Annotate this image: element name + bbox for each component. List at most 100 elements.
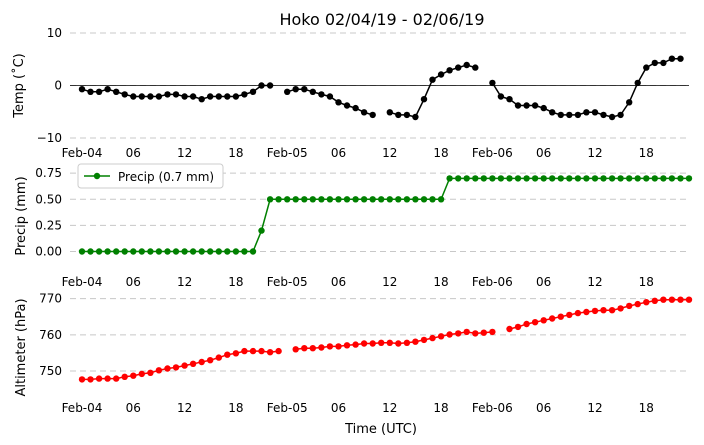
data-point <box>326 343 334 350</box>
data-point <box>514 175 522 182</box>
x-tick-label: 06 <box>126 275 141 289</box>
y-tick-label: 750 <box>39 364 62 378</box>
y-axis-label: Precip (mm) <box>14 176 29 255</box>
y-tick-label: 760 <box>39 328 62 342</box>
series-line <box>82 350 279 381</box>
data-point <box>224 351 231 358</box>
series-line <box>82 177 689 253</box>
y-tick-label: −10 <box>37 131 62 145</box>
data-point <box>258 82 265 89</box>
data-point <box>189 360 197 367</box>
y-tick-label: 0.00 <box>35 245 62 259</box>
data-point <box>591 307 599 315</box>
data-point <box>292 346 299 353</box>
data-point <box>78 376 86 383</box>
data-point <box>566 111 573 119</box>
panel-temperature: −10 0 10 Temp (˚C) Feb-04 06 12 18 Feb-05 06 12 18 F… <box>11 26 689 160</box>
panel-precipitation: 0.00 0.25 0.50 0.75 Precip (mm) Feb-04 06 12 18 F… <box>14 163 693 289</box>
data-point <box>412 338 419 345</box>
data-point <box>138 248 145 255</box>
data-point <box>506 96 513 103</box>
data-point <box>531 175 539 182</box>
data-point <box>378 339 385 346</box>
data-point <box>121 91 128 98</box>
data-point <box>181 93 188 100</box>
data-point <box>155 367 163 374</box>
data-point <box>685 175 693 182</box>
data-point <box>591 175 599 182</box>
data-point <box>643 175 650 182</box>
data-point <box>489 175 496 182</box>
data-point <box>531 102 539 109</box>
data-point <box>147 369 154 376</box>
data-point <box>523 102 530 109</box>
x-tick-label: 06 <box>536 146 551 160</box>
data-point <box>155 248 163 255</box>
y-tick-label: 770 <box>39 292 62 306</box>
data-point <box>480 175 487 182</box>
data-point <box>266 82 274 89</box>
data-point <box>626 99 633 106</box>
data-point <box>463 61 470 69</box>
data-point <box>455 175 462 182</box>
data-point <box>232 93 240 100</box>
data-point <box>420 196 428 203</box>
data-point <box>634 300 641 308</box>
data-point <box>113 88 120 96</box>
data-point <box>164 91 171 98</box>
data-point <box>284 88 291 96</box>
data-point <box>395 196 402 203</box>
data-point <box>626 175 633 182</box>
data-point <box>668 296 676 303</box>
data-point <box>360 340 368 347</box>
data-point <box>113 248 120 255</box>
data-point <box>591 109 599 116</box>
series-line <box>389 64 476 118</box>
x-tick-label: Feb-06 <box>472 275 513 289</box>
data-point <box>523 320 530 328</box>
data-point <box>463 328 470 336</box>
data-point <box>172 248 180 255</box>
y-axis-label: Temp (˚C) <box>11 53 27 119</box>
chart-panels: −10 0 10 Temp (˚C) Feb-04 06 12 18 Feb-05 06 12 18 F… <box>11 26 693 415</box>
data-point <box>121 373 128 380</box>
data-point <box>677 296 684 303</box>
x-tick-label: Feb-04 <box>62 275 103 289</box>
x-tick-label: 06 <box>536 275 551 289</box>
data-point <box>506 325 513 333</box>
data-point <box>668 55 676 62</box>
data-point <box>215 93 222 100</box>
data-point <box>583 308 590 316</box>
data-point <box>155 93 163 100</box>
x-tick-label: 12 <box>382 275 397 289</box>
data-point <box>172 364 180 371</box>
data-point <box>489 328 496 336</box>
panel-altimeter: 750 760 770 Altimeter (hPa) Feb-04 06 12 18 Feb-… <box>14 292 693 415</box>
data-point <box>677 55 684 62</box>
data-point <box>617 305 624 312</box>
series-line <box>509 298 689 330</box>
x-tick-label: Feb-05 <box>267 275 308 289</box>
data-point <box>608 113 616 121</box>
data-point <box>189 248 197 255</box>
x-tick-label: Feb-06 <box>472 401 513 415</box>
data-point <box>309 88 316 96</box>
data-point <box>241 248 248 255</box>
data-point <box>249 248 257 255</box>
data-point <box>523 175 530 182</box>
data-point <box>531 319 539 326</box>
data-point <box>138 93 145 100</box>
x-tick-label: 18 <box>639 275 654 289</box>
y-axis-label: Altimeter (hPa) <box>14 298 29 396</box>
data-point <box>104 375 111 382</box>
data-point <box>369 196 376 203</box>
data-point <box>318 344 325 351</box>
data-point <box>224 93 231 100</box>
data-point <box>104 248 111 255</box>
data-point <box>617 111 624 119</box>
data-point <box>95 248 103 255</box>
data-point <box>412 196 419 203</box>
x-tick-label: 18 <box>639 401 654 415</box>
data-point <box>472 330 479 337</box>
data-point <box>412 113 419 121</box>
